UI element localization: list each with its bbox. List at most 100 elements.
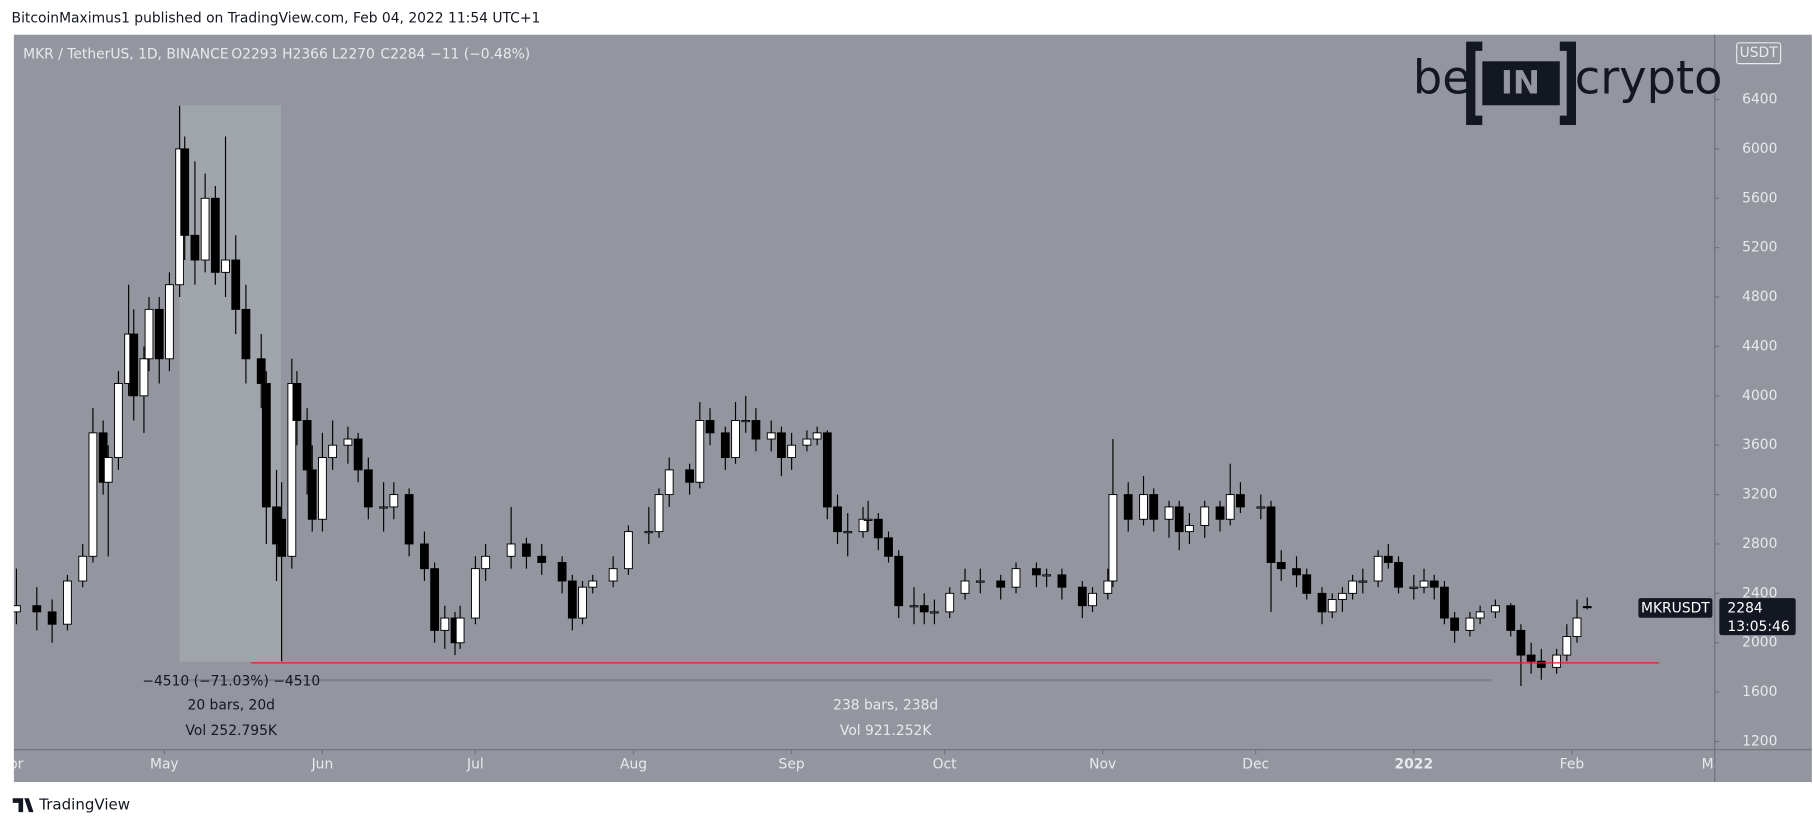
candle-body <box>975 580 985 583</box>
y-tick-label: 4000 <box>1742 388 1777 404</box>
candle-body <box>1582 606 1592 609</box>
candle-body <box>858 518 868 533</box>
legend-open: O2293 <box>231 46 277 62</box>
candle-body <box>1450 617 1460 631</box>
candle-body <box>455 617 465 644</box>
candle-body <box>945 592 955 613</box>
candle-body <box>221 259 230 273</box>
y-tick-label: 5200 <box>1742 240 1777 256</box>
logo-box <box>1482 61 1560 106</box>
logo-brackets <box>1466 41 1576 125</box>
candle-body <box>379 506 389 509</box>
candle-body <box>1572 617 1582 638</box>
logo-middle: IN <box>1501 63 1540 101</box>
candle-body <box>481 555 491 570</box>
symbol-tag-text: MKRUSDT <box>1641 601 1710 617</box>
candle-body <box>1108 494 1118 582</box>
x-tick-label: 2022 <box>1395 757 1434 773</box>
y-tick-label: 2800 <box>1742 536 1777 552</box>
candle-body <box>180 148 190 236</box>
candle-body <box>1103 580 1113 594</box>
candles <box>13 105 1592 686</box>
candle-body <box>307 469 317 520</box>
y-tick-label: 5600 <box>1742 190 1777 206</box>
x-tick-label: Jul <box>466 757 484 773</box>
candle-body <box>1236 494 1245 508</box>
footer-logo <box>12 798 34 813</box>
candle-body <box>720 432 730 459</box>
candle-body <box>1225 494 1235 520</box>
candle-body <box>537 555 547 563</box>
candle-body <box>1139 494 1148 520</box>
price-axis <box>1714 34 1812 783</box>
candle-body <box>165 284 174 360</box>
candle-body <box>567 580 577 619</box>
candle-body <box>608 568 618 582</box>
candle-body <box>88 432 98 557</box>
currency-box <box>1736 42 1782 65</box>
candle-body <box>664 469 674 496</box>
candle-body <box>588 580 598 588</box>
candle-body <box>114 383 123 459</box>
candle-body <box>731 420 740 459</box>
legend-symbol: MKR / TetherUS, 1D, BINANCE <box>23 46 228 62</box>
candle-body <box>787 444 797 459</box>
candle-body <box>277 518 287 557</box>
candle-body <box>1042 574 1052 577</box>
candle-body <box>430 568 440 631</box>
candle-body <box>1164 506 1174 520</box>
y-tick-label: 4400 <box>1742 338 1777 354</box>
candle-body <box>200 197 210 261</box>
candle-body <box>302 420 312 471</box>
x-tick-label: Sep <box>779 757 805 773</box>
candle-body <box>389 494 399 508</box>
candle-body <box>139 358 149 397</box>
publisher: BitcoinMaximus1 published on TradingView… <box>12 11 541 27</box>
candle-body <box>1383 555 1393 563</box>
y-tick-label: 1600 <box>1742 684 1777 700</box>
x-tick-label: Jun <box>311 757 334 773</box>
candle-body <box>654 494 664 533</box>
candle-body <box>843 531 853 534</box>
symbol-tag <box>1638 598 1713 618</box>
candle-body <box>471 568 480 619</box>
candle-body <box>328 444 338 459</box>
candle-body <box>420 543 429 570</box>
candle-body <box>1276 562 1286 570</box>
y-tick-label: 6400 <box>1742 92 1777 108</box>
candle-body <box>1185 524 1194 533</box>
y-tick-label: 4800 <box>1742 289 1777 305</box>
candle-body <box>1032 568 1041 576</box>
candle-body <box>884 537 893 557</box>
y-tick-label: 1200 <box>1742 733 1777 749</box>
currency: USDT <box>1740 45 1779 61</box>
candle-body <box>404 494 414 545</box>
candle-body <box>741 420 751 423</box>
legend-close: C2284 <box>380 46 425 62</box>
candle-body <box>1302 574 1312 594</box>
candle-body <box>1200 506 1210 526</box>
candle-body <box>522 543 531 557</box>
candle-body <box>1057 574 1067 588</box>
candle-body <box>1394 562 1403 588</box>
candle-body <box>1552 654 1562 668</box>
legend-change: −11 (−0.48%) <box>430 46 530 62</box>
price-tag-countdown: 13:05:46 <box>1727 619 1789 635</box>
candle-body <box>919 605 929 613</box>
y-tick-label: 6000 <box>1742 141 1777 157</box>
x-tick-label: Aug <box>620 757 647 773</box>
x-tick-label: May <box>150 757 179 773</box>
candle-body <box>287 383 297 557</box>
candle-body <box>909 605 919 608</box>
measure-volume: Vol 252.795K <box>185 723 277 739</box>
candle-body <box>996 580 1006 588</box>
legend-low: L2270 <box>332 46 375 62</box>
legend-high: H2366 <box>282 46 328 62</box>
x-tick-label: Apr <box>0 757 24 773</box>
axes: 1200 1600 2000 2400 2800 3200 3600 4000 4400 4800… <box>1714 92 1777 750</box>
candle-body <box>343 438 353 446</box>
candle-body <box>557 562 567 582</box>
candle-body <box>1348 580 1358 594</box>
candle-body <box>802 438 812 446</box>
